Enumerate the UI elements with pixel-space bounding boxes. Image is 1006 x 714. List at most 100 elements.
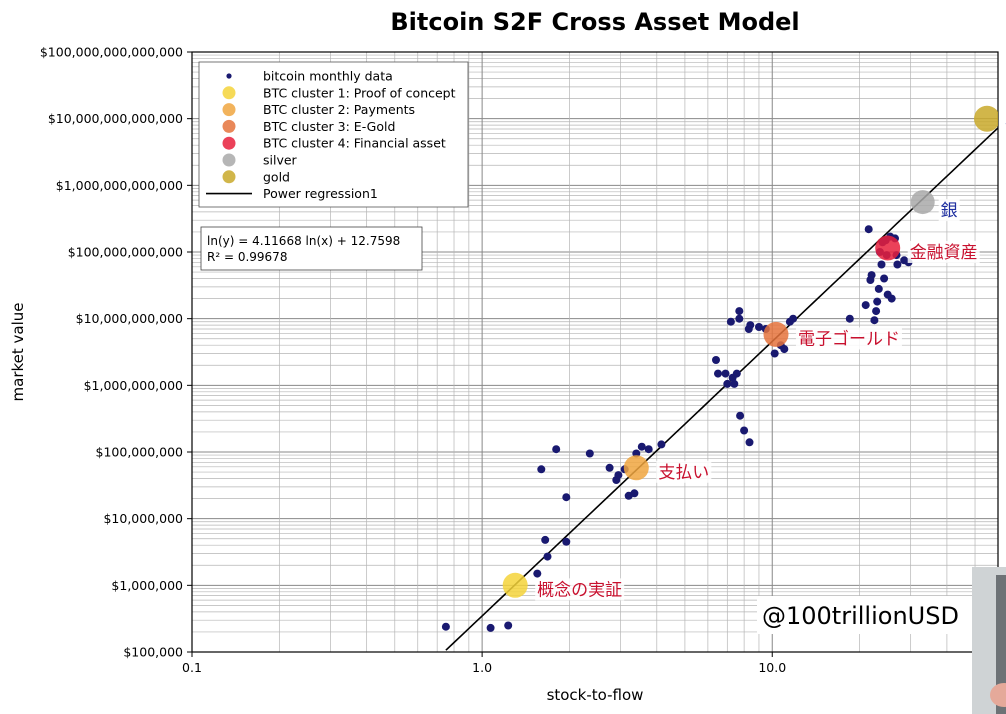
y-tick-label: $1,000,000,000 [84,378,183,393]
legend-marker [222,170,236,184]
btc-monthly-point [735,314,744,323]
watermark-background [757,596,972,634]
equation-box-frame [200,226,423,271]
btc-monthly-point [541,535,550,544]
x-tick-label: 10.0 [758,660,786,675]
btc-monthly-point [630,489,639,498]
btc-cluster-1-proof-of-concept-marker [502,572,528,598]
plot-area [441,105,998,651]
annotation-background [1003,115,1006,138]
y-tick-label: $100,000 [123,645,183,660]
y-tick-label: $100,000,000 [96,445,184,460]
btc-monthly-point [746,321,755,330]
y-tick-label: $1,000,000 [111,578,183,593]
legend-label: BTC cluster 1: Proof of concept [263,85,456,100]
btc-monthly-point [732,369,741,378]
video-person-shadow [996,575,1006,714]
btc-monthly-point [714,369,722,378]
btc-monthly-point [562,537,571,546]
btc-monthly-point [887,294,896,303]
chart-title: Bitcoin S2F Cross Asset Model [390,8,799,36]
btc-monthly-point [755,323,763,331]
legend-marker [222,136,236,150]
legend-label: BTC cluster 4: Financial asset [263,136,446,151]
annotation-label: 金融資産 [910,243,978,263]
x-tick-label: 0.1 [182,660,202,675]
video-person-hand [990,683,1006,707]
btc-monthly-point [441,622,450,631]
btc-monthly-point [861,301,870,310]
btc-monthly-point [585,449,594,458]
btc-monthly-point [726,317,735,326]
y-tick-label: $10,000,000,000,000 [48,111,183,126]
legend-label: BTC cluster 2: Payments [263,102,415,117]
regression-equation-box: ln(y) = 4.11668 ln(x) + 12.7598 R² = 0.9… [200,226,423,271]
y-tick-label: $10,000,000 [103,511,183,526]
y-tick-label: $10,000,000,000 [76,311,183,326]
x-axis-ticks: 0.1 1.0 10.0 [182,652,786,675]
btc-monthly-point [712,356,720,364]
presenter-video-thumbnail [972,567,1006,714]
btc-monthly-point [745,438,754,447]
btc-monthly-point [730,379,739,388]
btc-monthly-point [637,442,646,451]
btc-monthly-point [872,307,881,316]
btc-cluster-2-payments-marker [623,455,649,481]
btc-cluster-4-financial-asset-marker [875,235,901,261]
btc-monthly-point [486,623,495,632]
annotation-label: 概念の実証 [537,579,622,600]
legend-marker [222,103,236,117]
annotation-background [907,240,980,263]
y-tick-label: $100,000,000,000,000 [40,45,183,60]
legend-marker [226,73,232,79]
equation-line: ln(y) = 4.11668 ln(x) + 12.7598 [207,234,400,248]
legend-label: BTC cluster 3: E-Gold [263,119,395,134]
btc-monthly-point [867,271,876,280]
btc-monthly-point [644,445,653,454]
legend-label: gold [263,169,290,184]
y-tick-label: $100,000,000,000 [68,245,183,260]
annotation-background [795,327,902,350]
btc-monthly-point [543,552,552,561]
btc-monthly-point [845,314,854,323]
annotation-label: 銀 [941,201,958,221]
watermark-handle: @100trillionUSD [762,602,959,630]
y-axis-ticks: $100,000 $1,000,000 $10,000,000 $100,000,00… [40,45,192,660]
btc-monthly-point [736,411,745,420]
gold-marker [974,105,998,132]
btc-monthly-point [504,621,513,630]
legend-marker [222,86,236,100]
btc-monthly-point [614,471,623,480]
r-squared-line: R² = 0.99678 [207,250,287,264]
btc-monthly-point [864,225,873,234]
x-tick-label: 1.0 [472,660,492,675]
btc-monthly-point [537,465,546,474]
btc-monthly-point [605,463,614,472]
legend-label: Power regression1 [263,186,378,201]
btc-monthly-point [723,379,732,388]
btc-monthly-point [552,445,561,454]
annotation-label: 支払い [658,463,709,483]
annotation-background [535,578,625,601]
annotation-background [938,199,960,222]
annotations: 概念の実証支払い電子ゴールド金融資産銀金 [535,115,1006,601]
legend-label: bitcoin monthly data [263,69,393,84]
watermark: @100trillionUSD [757,596,972,634]
y-axis-label: market value [9,303,27,402]
annotation-background [656,460,712,483]
btc-monthly-point [880,274,889,283]
legend-box [198,61,469,208]
btc-cluster-3-e-gold-marker [763,321,789,347]
legend-marker [222,153,236,167]
btc-monthly-point [877,260,886,269]
btc-monthly-point [533,569,542,578]
plot-frame [191,51,999,653]
btc-monthly-point [740,426,749,435]
btc-monthly-point [780,345,789,354]
x-axis-label: stock-to-flow [547,686,644,704]
btc-monthly-point [770,349,779,358]
btc-monthly-point [873,297,882,306]
power-regression-line [445,127,998,651]
